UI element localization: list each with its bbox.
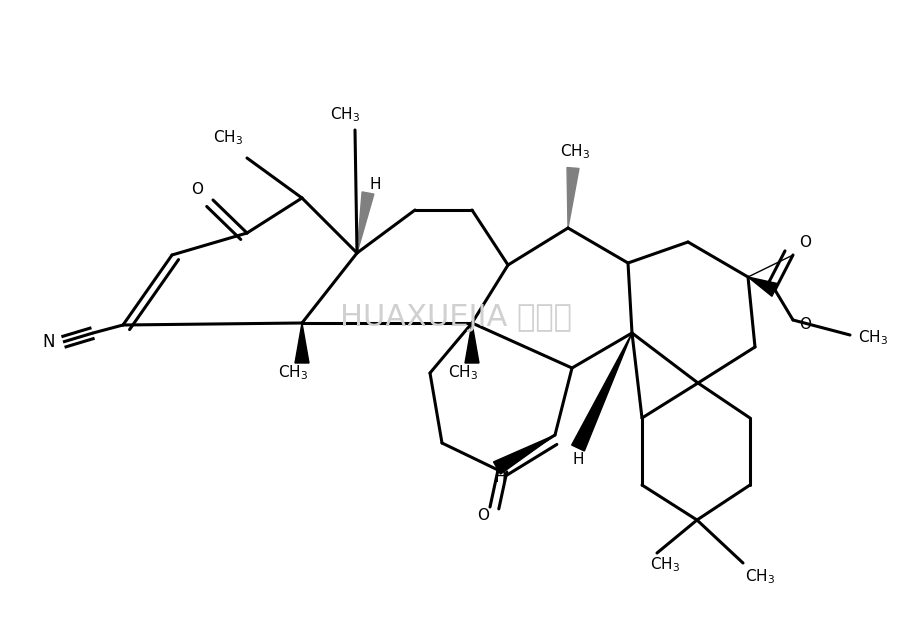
Text: O: O [798,318,810,333]
Polygon shape [356,192,374,253]
Text: CH$_3$: CH$_3$ [330,106,360,125]
Text: N: N [43,333,55,351]
Text: H: H [369,178,380,193]
Text: O: O [798,236,810,251]
Text: CH$_3$: CH$_3$ [559,143,589,162]
Polygon shape [567,167,578,228]
Polygon shape [747,277,777,296]
Text: CH$_3$: CH$_3$ [278,363,308,383]
Polygon shape [571,333,631,451]
Text: HUAXUEJIA 化学加: HUAXUEJIA 化学加 [340,304,571,333]
Text: CH$_3$: CH$_3$ [857,329,887,347]
Text: CH$_3$: CH$_3$ [212,129,243,147]
Polygon shape [294,323,309,363]
Text: O: O [190,183,203,197]
Text: H: H [494,471,506,486]
Text: CH$_3$: CH$_3$ [447,363,477,383]
Text: O: O [476,508,488,523]
Polygon shape [465,323,478,363]
Polygon shape [747,255,793,277]
Text: CH$_3$: CH$_3$ [650,556,680,574]
Text: CH$_3$: CH$_3$ [744,568,774,586]
Polygon shape [493,435,555,474]
Text: H: H [571,452,583,468]
